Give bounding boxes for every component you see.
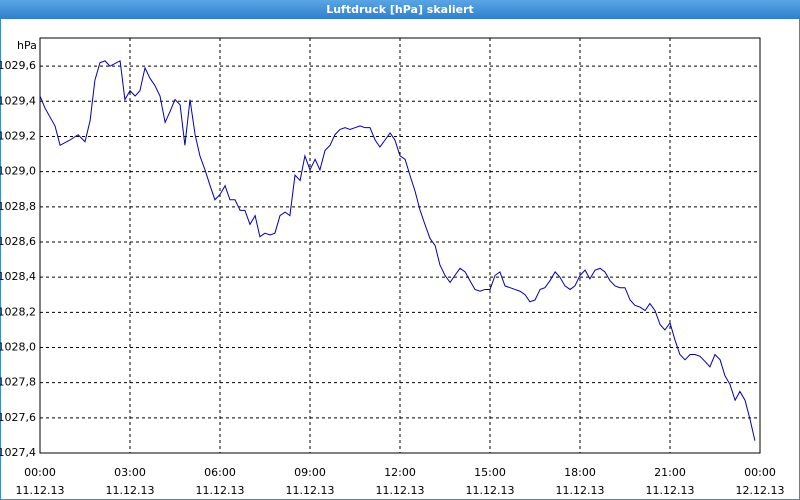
y-tick-label: 1029,6 xyxy=(0,59,36,72)
x-tick-label: 15:00 xyxy=(474,466,506,479)
y-tick-label: 1028,2 xyxy=(0,305,36,318)
plot-frame xyxy=(39,37,761,454)
y-tick-label: 1028,6 xyxy=(0,235,36,248)
y-tick-label: 1028,8 xyxy=(0,200,36,213)
y-tick-label: 1027,8 xyxy=(0,376,36,389)
y-tick-label: 1029,4 xyxy=(0,94,36,107)
x-tick-label: 11.12.13 xyxy=(16,484,65,497)
x-tick-label: 09:00 xyxy=(294,466,326,479)
x-tick-label: 11.12.13 xyxy=(106,484,155,497)
x-tick-label: 11.12.13 xyxy=(556,484,605,497)
y-tick-label: 1027,4 xyxy=(0,446,36,459)
y-tick-label: 1027,6 xyxy=(0,411,36,424)
x-tick-label: 00:00 xyxy=(744,466,776,479)
x-tick-label: 11.12.13 xyxy=(286,484,335,497)
y-tick-label: 1029,2 xyxy=(0,129,36,142)
title-bar xyxy=(0,0,800,19)
y-tick-label: 1029,0 xyxy=(0,165,36,178)
chart-title: Luftdruck [hPa] skaliert xyxy=(326,3,474,16)
x-tick-label: 11.12.13 xyxy=(376,484,425,497)
line-series xyxy=(39,60,756,441)
x-tick-label: 00:00 xyxy=(24,466,56,479)
plot xyxy=(39,60,756,441)
x-tick-label: 06:00 xyxy=(204,466,236,479)
x-tick-label: 12.12.13 xyxy=(736,484,785,497)
y-tick-label: 1028,0 xyxy=(0,340,36,353)
x-tick-label: 11.12.13 xyxy=(646,484,695,497)
x-tick-label: 11.12.13 xyxy=(466,484,515,497)
grid xyxy=(39,38,761,454)
x-tick-label: 03:00 xyxy=(114,466,146,479)
x-tick-label: 12:00 xyxy=(384,466,416,479)
x-tick-label: 18:00 xyxy=(564,466,596,479)
y-tick-label: 1028,4 xyxy=(0,270,36,283)
x-tick-label: 11.12.13 xyxy=(196,484,245,497)
x-tick-label: 21:00 xyxy=(654,466,686,479)
y-axis-unit: hPa xyxy=(17,39,37,52)
